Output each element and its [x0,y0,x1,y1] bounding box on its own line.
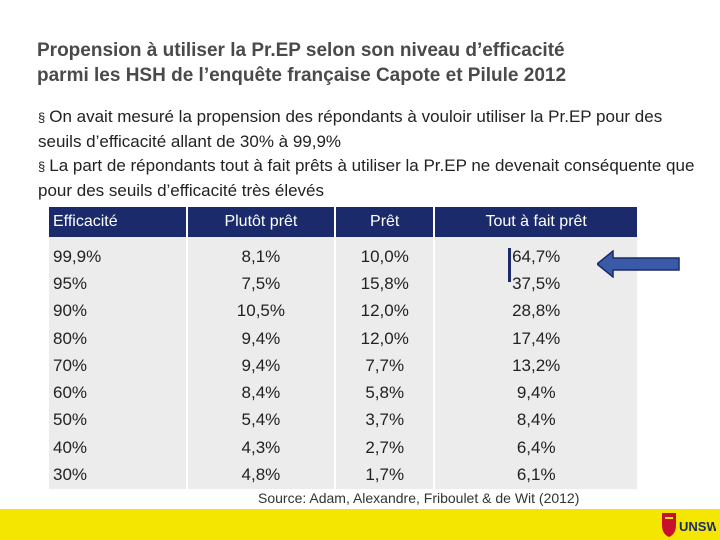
bullet-marker: § [38,110,46,125]
table-cell: 7,5% [186,270,337,298]
table-cell: 5,4% [186,406,337,435]
table-cell: 7,7% [335,352,436,380]
bullet-list: § On avait mesuré la propension des répon… [38,105,698,203]
table-cell: 3,7% [335,406,436,435]
table-cell: 4,3% [186,434,337,462]
table-cell: 10,5% [186,297,337,325]
table-cell: 30% [49,461,188,489]
table-row: 95% 7,5% 15,8% 37,5% [49,270,637,298]
title-line-1: Propension à utiliser la Pr.EP selon son… [37,40,565,61]
table-cell: 8,4% [434,406,637,435]
left-arrow-icon [597,250,680,278]
highlight-line [508,248,511,282]
bullet-item: § On avait mesuré la propension des répon… [38,105,698,154]
header-efficacite: Efficacité [49,207,188,237]
table-cell: 4,8% [186,461,337,489]
table-cell: 28,8% [434,297,637,325]
table-row: 30% 4,8% 1,7% 6,1% [49,461,637,489]
slide-title: Propension à utiliser la Pr.EP selon son… [37,38,697,88]
table-cell: 1,7% [335,461,436,489]
header-tout-a-fait-pret: Tout à fait prêt [434,207,637,237]
table-row: 50% 5,4% 3,7% 8,4% [49,406,637,435]
table-cell: 12,0% [335,297,436,325]
unsw-logo: UNSW [662,513,716,537]
table-cell: 64,7% [434,237,637,271]
table-row: 40% 4,3% 2,7% 6,4% [49,434,637,462]
header-plutot-pret: Plutôt prêt [186,207,337,237]
table-header-row: Efficacité Plutôt prêt Prêt Tout à fait … [49,207,637,237]
table-cell: 5,8% [335,379,436,407]
table-cell: 9,4% [186,324,337,353]
bullet-text: La part de répondants tout à fait prêts … [38,156,695,200]
source-citation: Source: Adam, Alexandre, Friboulet & de … [258,490,580,506]
table-cell: 6,4% [434,434,637,462]
table-row: 99,9% 8,1% 10,0% 64,7% [49,237,637,271]
table-cell: 8,4% [186,379,337,407]
bullet-marker: § [38,159,46,174]
table-cell: 17,4% [434,324,637,353]
table-cell: 95% [49,270,188,298]
logo-text: UNSW [679,519,716,534]
table-cell: 37,5% [434,270,637,298]
table-cell: 10,0% [335,237,436,271]
efficacy-table: Efficacité Plutôt prêt Prêt Tout à fait … [49,207,637,489]
table-cell: 8,1% [186,237,337,271]
table-row: 80% 9,4% 12,0% 17,4% [49,324,637,353]
table-cell: 99,9% [49,237,188,271]
table-row: 70% 9,4% 7,7% 13,2% [49,352,637,380]
table-cell: 70% [49,352,188,380]
bullet-item: § La part de répondants tout à fait prêts… [38,154,698,203]
table-cell: 2,7% [335,434,436,462]
table-cell: 9,4% [186,352,337,380]
table-cell: 60% [49,379,188,407]
table-cell: 6,1% [434,461,637,489]
footer-bar [0,509,720,540]
header-pret: Prêt [335,207,436,237]
bullet-text: On avait mesuré la propension des répond… [38,107,663,151]
table-cell: 12,0% [335,324,436,353]
table-cell: 80% [49,324,188,353]
table-cell: 15,8% [335,270,436,298]
table-cell: 9,4% [434,379,637,407]
table-cell: 13,2% [434,352,637,380]
table-cell: 90% [49,297,188,325]
table-cell: 40% [49,434,188,462]
title-line-2: parmi les HSH de l’enquête française Cap… [37,65,567,86]
table-cell: 50% [49,406,188,435]
table-row: 60% 8,4% 5,8% 9,4% [49,379,637,407]
table-row: 90% 10,5% 12,0% 28,8% [49,297,637,325]
